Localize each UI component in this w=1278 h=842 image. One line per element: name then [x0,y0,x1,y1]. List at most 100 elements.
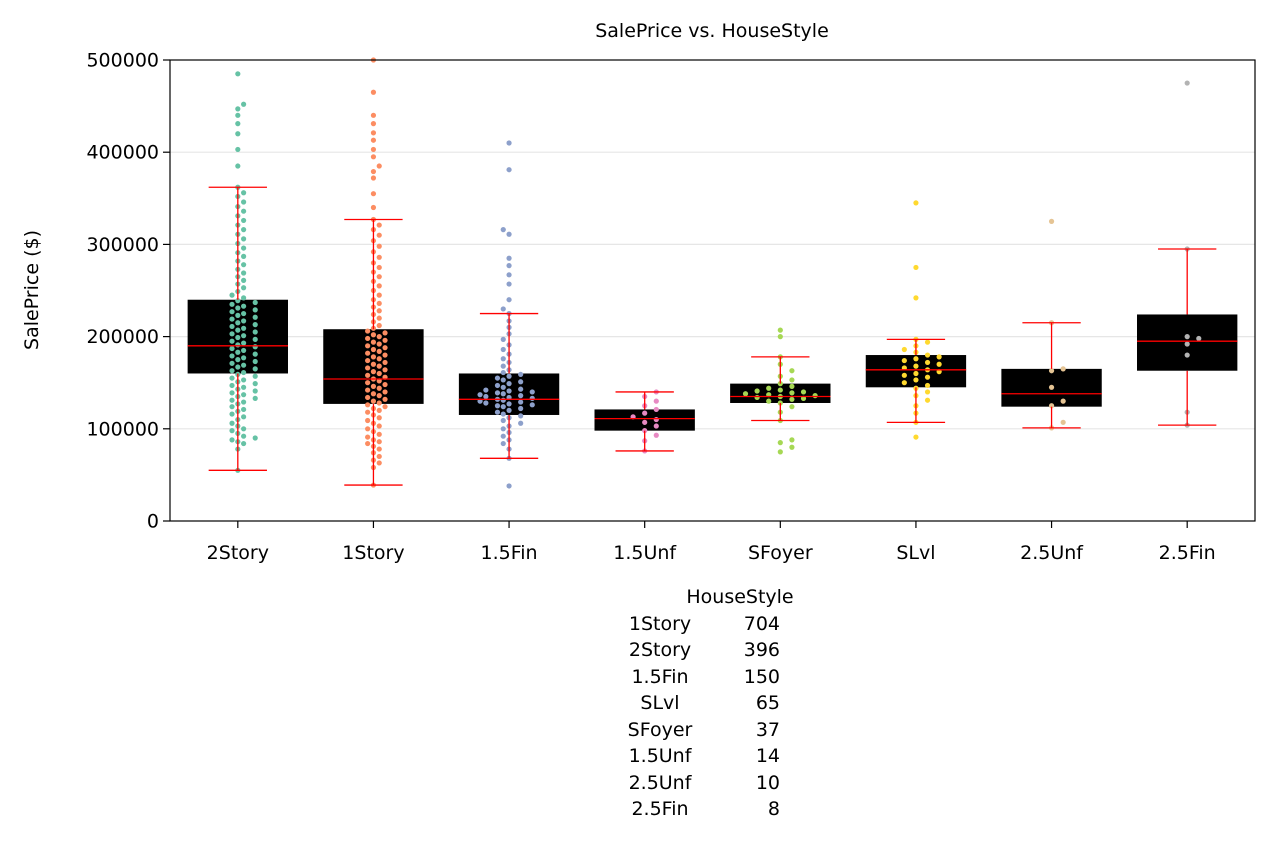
swarm-point [518,393,524,399]
swarm-point [241,285,247,291]
swarm-point [370,89,377,95]
swarm-point [506,388,512,394]
swarm-point [529,402,535,408]
swarm-point [241,362,247,368]
swarm-point [500,227,506,233]
swarm-point [777,449,783,455]
y-axis-label: SalePrice ($) [21,230,43,350]
swarm-point [229,404,235,410]
x-tick-label: SFoyer [748,542,813,564]
swarm-point [252,351,258,357]
value-counts-table: HouseStyle 1Story 704 2Story 396 1.5Fin 150 SL… [600,584,830,823]
swarm-point [241,392,247,398]
swarm-point [376,453,382,460]
swarm-point [370,339,377,345]
swarm-point [252,388,258,394]
swarm-point [376,407,382,413]
house-style-name: 1.5Fin [631,665,689,688]
x-tick-label: 2.5Unf [1020,542,1084,564]
swarm-point [241,277,247,283]
swarm-point [370,175,377,181]
swarm-point [365,417,371,424]
swarm-point [241,262,247,268]
swarm-point [483,400,489,406]
swarm-point [924,397,931,403]
swarm-point [376,385,382,391]
swarm-point [370,332,377,338]
house-style-count: 37 [755,718,780,741]
swarm-point [235,364,241,370]
swarm-point [924,339,931,345]
plot-data [187,57,1238,489]
swarm-point [913,370,919,377]
swarm-point [653,406,659,413]
swarm-point [365,365,371,371]
swarm-point [382,404,388,410]
swarm-point [235,112,241,118]
swarm-point [252,395,258,401]
swarm-point [382,367,388,373]
swarm-point [500,411,506,417]
swarm-point [252,329,258,335]
count-table-row: SFoyer 37 [600,717,830,744]
swarm-point [241,399,247,405]
swarm-point [241,377,247,383]
swarm-point [500,384,506,390]
swarm-point [477,392,483,398]
swarm-point [370,383,377,389]
swarm-point [376,292,382,298]
swarm-point [913,264,919,271]
count-table-row: 2.5Fin 8 [600,796,830,823]
swarm-point [241,227,247,233]
swarm-point [376,334,382,340]
swarm-point [252,314,258,320]
swarm-point [913,363,919,369]
swarm-point [376,300,382,307]
swarm-point [653,423,659,429]
swarm-point [506,297,512,303]
house-style-count: 65 [755,692,780,714]
swarm-point [241,406,247,413]
count-table-row: SLvl 65 [600,690,830,717]
house-style-name: 1.5Unf [628,745,692,767]
swarm-point [789,396,795,402]
swarm-point [229,301,235,307]
swarm-point [376,283,382,289]
count-table-row: 2Story 396 [600,637,830,664]
swarm-point [241,217,247,224]
swarm-point [1060,398,1066,404]
box-plot-chart: SalePrice vs. HouseStyle SalePrice ($) 0… [21,20,1256,564]
x-tick-label: 1.5Unf [613,542,677,564]
swarm-point [376,274,382,280]
swarm-point [500,391,506,397]
house-style-count: 10 [755,771,780,794]
swarm-point [229,331,235,337]
swarm-point [370,168,377,175]
swarm-point [506,231,512,237]
x-tick-label: 1Story [342,542,404,564]
swarm-point [789,390,795,396]
house-style-name: SFoyer [627,718,693,741]
swarm-point [229,397,235,403]
swarm-point [500,369,506,376]
swarm-point [241,433,247,439]
swarm-point [653,398,659,404]
swarm-point [642,410,648,416]
count-table-rows: 1Story 704 2Story 396 1.5Fin 150 SLvl 65 SFoyer 3… [600,611,830,823]
swarm-point [518,399,524,405]
swarm-point [924,352,931,358]
swarm-point [766,385,772,391]
swarm-point [506,167,512,173]
swarm-point [382,345,388,351]
swarm-point [924,374,931,380]
swarm-point [1060,366,1066,372]
swarm-point [241,347,247,354]
swarm-point [235,357,241,363]
swarm-point [376,243,382,249]
swarm-point [376,460,382,466]
swarm-point [924,359,931,366]
x-tick-label: 2Story [207,542,269,564]
swarm-point [1184,334,1190,340]
swarm-point [382,352,388,358]
swarm-point [370,112,377,118]
